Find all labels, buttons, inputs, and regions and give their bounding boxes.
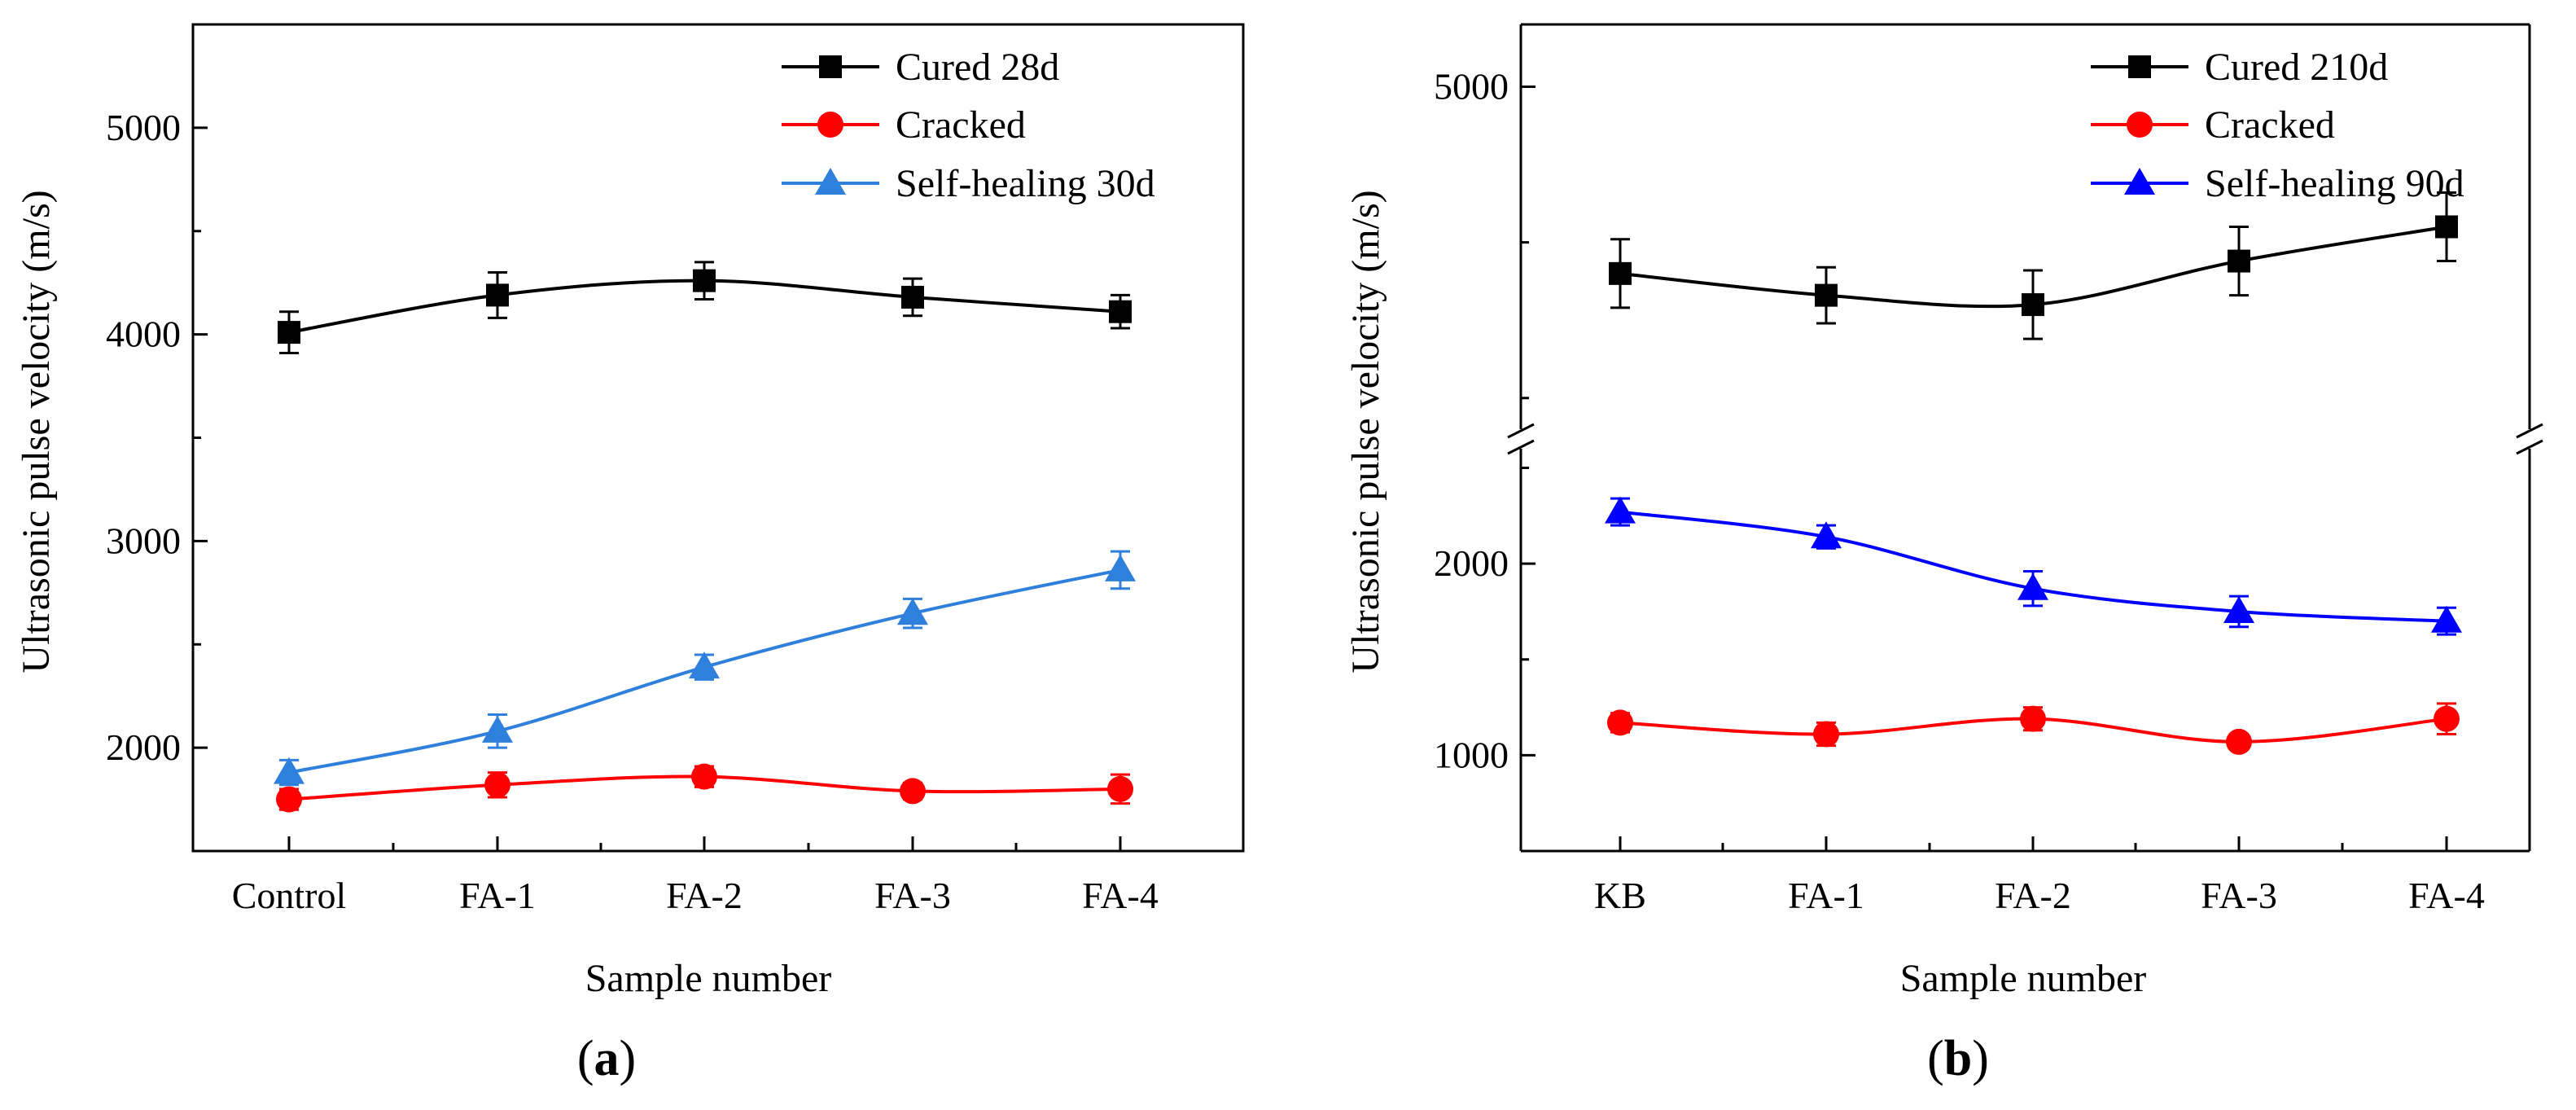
data-point-a-1-2[interactable] [691,763,717,790]
data-point-a-1-3[interactable] [900,778,926,805]
data-point-b-0-2[interactable] [2022,293,2044,317]
legend-a: Cured 28d Cracked Self-healing 30d [782,46,1155,205]
y-tick-label-b-2: 5000 [1434,65,1509,107]
data-point-b-0-0[interactable] [1609,261,1632,285]
data-point-b-0-3[interactable] [2228,249,2250,273]
x-tick-label-a-4: FA-4 [1082,875,1159,916]
data-point-b-2-4[interactable] [2431,605,2462,633]
x-tick-label-a-3: FA-3 [874,875,951,916]
data-point-a-0-1[interactable] [486,283,509,307]
legend-item-a-2[interactable]: Self-healing 30d [782,162,1155,205]
legend-item-a-1[interactable]: Cracked [782,103,1026,147]
data-point-b-2-2[interactable] [2017,573,2048,600]
x-axis-label-a: Sample number [585,957,832,1000]
legend-label-a-2: Self-healing 30d [896,162,1155,205]
data-point-a-0-4[interactable] [1109,300,1132,323]
y-tick-label-a-0: 2000 [106,726,181,768]
data-point-b-1-0[interactable] [1607,709,1633,736]
legend-b: Cured 210d Cracked Self-healing 90d [2091,46,2464,205]
data-point-b-2-1[interactable] [1811,521,1842,549]
data-point-b-1-1[interactable] [1813,721,1839,748]
panel-b: 1000 2000 5000 KB FA-1 FA-2 FA-3 FA-4 Cured 21… [1344,23,2543,1086]
data-point-b-1-4[interactable] [2434,705,2460,732]
x-tick-label-b-2: FA-2 [1995,875,2071,916]
data-point-a-1-1[interactable] [484,771,510,798]
legend-label-b-2: Self-healing 90d [2205,162,2464,205]
plot-frame-b [1519,23,2531,853]
y-tick-label-a-1: 3000 [106,520,181,561]
x-tick-label-a-2: FA-2 [666,875,743,916]
data-point-a-1-4[interactable] [1107,775,1133,802]
data-point-a-2-1[interactable] [482,715,513,743]
x-tick-label-b-4: FA-4 [2408,875,2485,916]
x-axis-ticks-a: Control FA-1 FA-2 FA-3 FA-4 [191,836,1245,916]
data-point-a-0-3[interactable] [901,285,924,309]
y-axis-ticks-a: 2000 3000 4000 5000 [106,23,208,853]
legend-label-a-1: Cracked [896,103,1026,147]
data-point-a-0-2[interactable] [693,269,716,292]
legend-item-b-0[interactable]: Cured 210d [2091,46,2388,89]
data-point-b-0-1[interactable] [1815,283,1838,307]
data-point-b-0-4[interactable] [2435,215,2458,239]
x-axis-ticks-b: KB FA-1 FA-2 FA-3 FA-4 [1594,836,2485,916]
data-point-b-2-0[interactable] [1605,496,1636,524]
x-tick-label-b-3: FA-3 [2201,875,2277,916]
legend-item-b-2[interactable]: Self-healing 90d [2091,162,2464,205]
y-tick-label-a-3: 5000 [106,107,181,148]
legend-item-a-0[interactable]: Cured 28d [782,46,1059,89]
data-point-a-0-0[interactable] [278,321,300,344]
series-layer-b [1605,191,2462,755]
legend-item-b-1[interactable]: Cracked [2091,103,2335,147]
y-tick-label-b-1: 2000 [1434,542,1509,584]
axis-break-marks-b [1507,423,2543,455]
legend-label-a-0: Cured 28d [896,46,1059,89]
data-point-b-1-2[interactable] [2020,705,2046,732]
data-point-b-2-3[interactable] [2223,595,2254,623]
plot-frame-a [191,23,1245,853]
data-point-a-2-0[interactable] [274,757,304,784]
legend-label-b-1: Cracked [2205,103,2335,147]
panel-label-b: (b) [1927,1031,1989,1086]
y-tick-label-a-2: 4000 [106,314,181,355]
y-axis-ticks-b: 1000 2000 5000 [1434,65,1536,853]
data-point-a-2-4[interactable] [1105,554,1136,581]
panel-a: 2000 3000 4000 5000 Control FA-1 FA-2 FA-3 FA-4… [15,23,1245,1086]
x-tick-label-b-0: KB [1594,875,1646,916]
x-tick-label-a-1: FA-1 [459,875,536,916]
series-layer-a [274,261,1136,813]
legend-label-b-0: Cured 210d [2205,46,2388,89]
x-tick-label-a-0: Control [232,875,347,916]
data-point-a-1-0[interactable] [276,786,302,813]
y-axis-label-a: Ultrasonic pulse velocity (m/s) [15,190,58,673]
y-axis-label-b: Ultrasonic pulse velocity (m/s) [1344,190,1387,673]
x-tick-label-b-1: FA-1 [1788,875,1864,916]
panel-label-a: (a) [577,1031,636,1086]
data-point-a-2-2[interactable] [689,652,720,679]
x-axis-label-b: Sample number [1900,957,2147,1000]
data-point-a-2-3[interactable] [897,598,928,625]
data-point-b-1-3[interactable] [2226,728,2252,755]
y-tick-label-b-0: 1000 [1434,734,1509,775]
